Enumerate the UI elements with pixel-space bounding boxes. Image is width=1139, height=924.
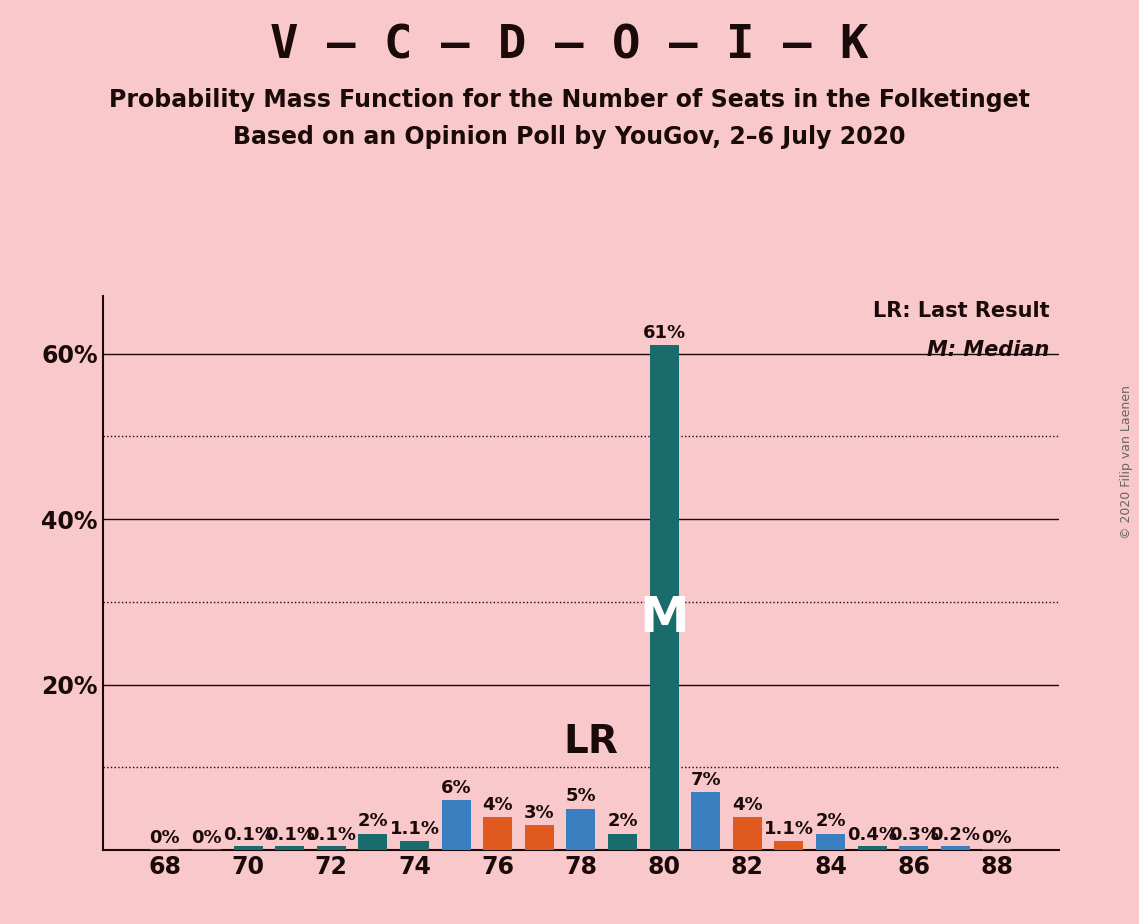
Bar xyxy=(775,841,803,850)
Bar xyxy=(192,849,221,850)
Text: Based on an Opinion Poll by YouGov, 2–6 July 2020: Based on an Opinion Poll by YouGov, 2–6 … xyxy=(233,125,906,149)
Bar xyxy=(941,846,969,850)
Text: 0.1%: 0.1% xyxy=(223,826,273,844)
Text: V – C – D – O – I – K: V – C – D – O – I – K xyxy=(270,23,869,68)
Bar xyxy=(483,817,513,850)
Bar xyxy=(566,808,596,850)
Text: 0.1%: 0.1% xyxy=(306,826,357,844)
Text: 0%: 0% xyxy=(191,829,222,846)
Bar xyxy=(525,825,554,850)
Text: 0.4%: 0.4% xyxy=(847,826,898,844)
Text: 2%: 2% xyxy=(358,812,388,831)
Bar xyxy=(649,346,679,850)
Bar xyxy=(276,846,304,850)
Bar xyxy=(150,849,180,850)
Text: 0%: 0% xyxy=(982,829,1013,846)
Text: 2%: 2% xyxy=(816,812,846,831)
Bar xyxy=(400,841,429,850)
Text: 1.1%: 1.1% xyxy=(390,820,440,838)
Text: 4%: 4% xyxy=(732,796,763,814)
Bar xyxy=(359,833,387,850)
Text: LR: LR xyxy=(564,723,618,760)
Text: 5%: 5% xyxy=(566,787,596,806)
Text: Probability Mass Function for the Number of Seats in the Folketinget: Probability Mass Function for the Number… xyxy=(109,88,1030,112)
Bar xyxy=(858,846,886,850)
Bar xyxy=(816,833,845,850)
Bar xyxy=(608,833,637,850)
Text: 0.1%: 0.1% xyxy=(264,826,314,844)
Text: 0%: 0% xyxy=(149,829,180,846)
Text: 0.3%: 0.3% xyxy=(888,826,939,844)
Text: 3%: 3% xyxy=(524,804,555,822)
Text: 1.1%: 1.1% xyxy=(764,820,814,838)
Text: M: Median: M: Median xyxy=(927,340,1050,360)
Bar xyxy=(691,792,720,850)
Text: 4%: 4% xyxy=(483,796,513,814)
Text: 6%: 6% xyxy=(441,779,472,797)
Bar xyxy=(317,846,346,850)
Bar xyxy=(982,849,1011,850)
Text: 7%: 7% xyxy=(690,771,721,789)
Bar xyxy=(732,817,762,850)
Text: © 2020 Filip van Laenen: © 2020 Filip van Laenen xyxy=(1121,385,1133,539)
Bar xyxy=(899,846,928,850)
Text: 0.2%: 0.2% xyxy=(931,826,981,844)
Text: LR: Last Result: LR: Last Result xyxy=(874,301,1050,322)
Bar xyxy=(442,800,470,850)
Text: M: M xyxy=(639,594,689,642)
Text: 2%: 2% xyxy=(607,812,638,831)
Text: 61%: 61% xyxy=(642,324,686,342)
Bar xyxy=(233,846,263,850)
